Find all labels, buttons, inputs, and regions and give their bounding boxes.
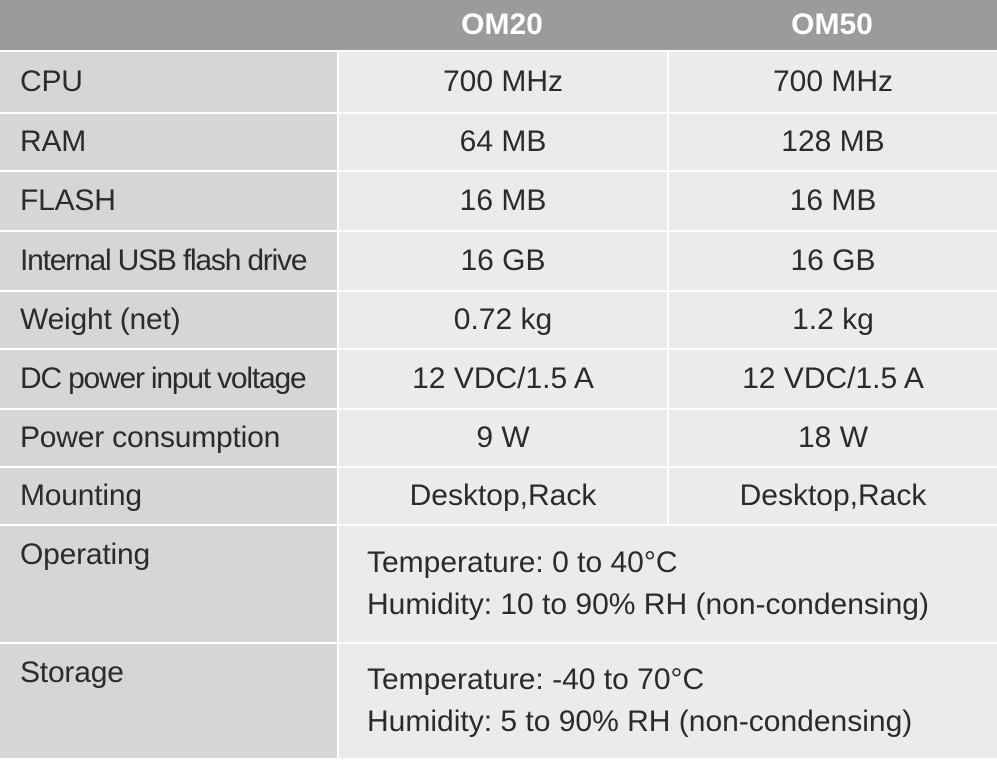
row-label-power: Power consumption <box>0 408 337 466</box>
cell-om50-dc-voltage: 12 VDC/1.5 A <box>667 348 997 408</box>
cell-om20-cpu: 700 MHz <box>337 50 667 112</box>
row-label-weight: Weight (net) <box>0 290 337 348</box>
cell-om50-flash: 16 MB <box>667 170 997 230</box>
storage-temperature: Temperature: -40 to 70°C <box>367 663 705 696</box>
row-label-operating: Operating <box>0 524 337 642</box>
row-label-mounting: Mounting <box>0 466 337 524</box>
storage-humidity: Humidity: 5 to 90% RH (non-condensing) <box>367 705 913 738</box>
cell-om20-dc-voltage: 12 VDC/1.5 A <box>337 348 667 408</box>
cell-om50-weight: 1.2 kg <box>667 290 997 348</box>
cell-om20-usb-drive: 16 GB <box>337 230 667 290</box>
cell-operating-conditions: Temperature: 0 to 40°C Humidity: 10 to 9… <box>337 524 997 642</box>
cell-om20-ram: 64 MB <box>337 112 667 170</box>
header-corner <box>0 0 337 50</box>
cell-om50-mounting: Desktop,Rack <box>667 466 997 524</box>
operating-humidity: Humidity: 10 to 90% RH (non-condensing) <box>367 588 929 621</box>
row-label-ram: RAM <box>0 112 337 170</box>
row-label-flash: FLASH <box>0 170 337 230</box>
cell-om50-power: 18 W <box>667 408 997 466</box>
row-label-storage: Storage <box>0 642 337 758</box>
cell-om20-power: 9 W <box>337 408 667 466</box>
cell-om50-usb-drive: 16 GB <box>667 230 997 290</box>
header-om20: OM20 <box>337 0 667 50</box>
cell-om20-mounting: Desktop,Rack <box>337 466 667 524</box>
header-om50: OM50 <box>667 0 997 50</box>
row-label-dc-voltage: DC power input voltage <box>0 348 337 408</box>
cell-om50-ram: 128 MB <box>667 112 997 170</box>
cell-storage-conditions: Temperature: -40 to 70°C Humidity: 5 to … <box>337 642 997 758</box>
cell-om20-flash: 16 MB <box>337 170 667 230</box>
row-label-usb-drive: Internal USB flash drive <box>0 230 337 290</box>
cell-om50-cpu: 700 MHz <box>667 50 997 112</box>
row-label-cpu: CPU <box>0 50 337 112</box>
operating-temperature: Temperature: 0 to 40°C <box>367 546 678 579</box>
cell-om20-weight: 0.72 kg <box>337 290 667 348</box>
